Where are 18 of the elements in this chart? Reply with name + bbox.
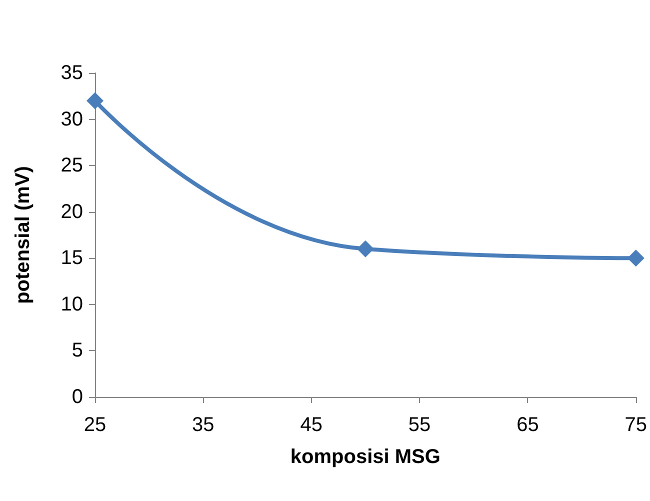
x-tick-label: 45 xyxy=(300,414,322,436)
y-tick-label: 15 xyxy=(60,247,83,270)
x-axis-title: komposisi MSG xyxy=(290,446,440,468)
point xyxy=(627,250,644,267)
y-tick-label: 0 xyxy=(72,386,83,408)
y-tick-label: 25 xyxy=(60,154,83,177)
y-tick-label: 35 xyxy=(60,62,83,84)
point xyxy=(356,240,374,258)
y-tick-label: 5 xyxy=(72,340,83,362)
y-tick-label: 20 xyxy=(60,200,83,223)
point xyxy=(86,92,104,110)
y-axis-title: potensial (mV) xyxy=(12,166,34,304)
x-tick-label: 65 xyxy=(516,414,539,436)
x-tick-label: 55 xyxy=(408,414,431,436)
y-tick-label: 10 xyxy=(60,293,83,316)
y-tick-label: 30 xyxy=(60,108,83,130)
x-tick-label: 35 xyxy=(192,414,214,436)
x-tick-label: 75 xyxy=(624,414,647,436)
